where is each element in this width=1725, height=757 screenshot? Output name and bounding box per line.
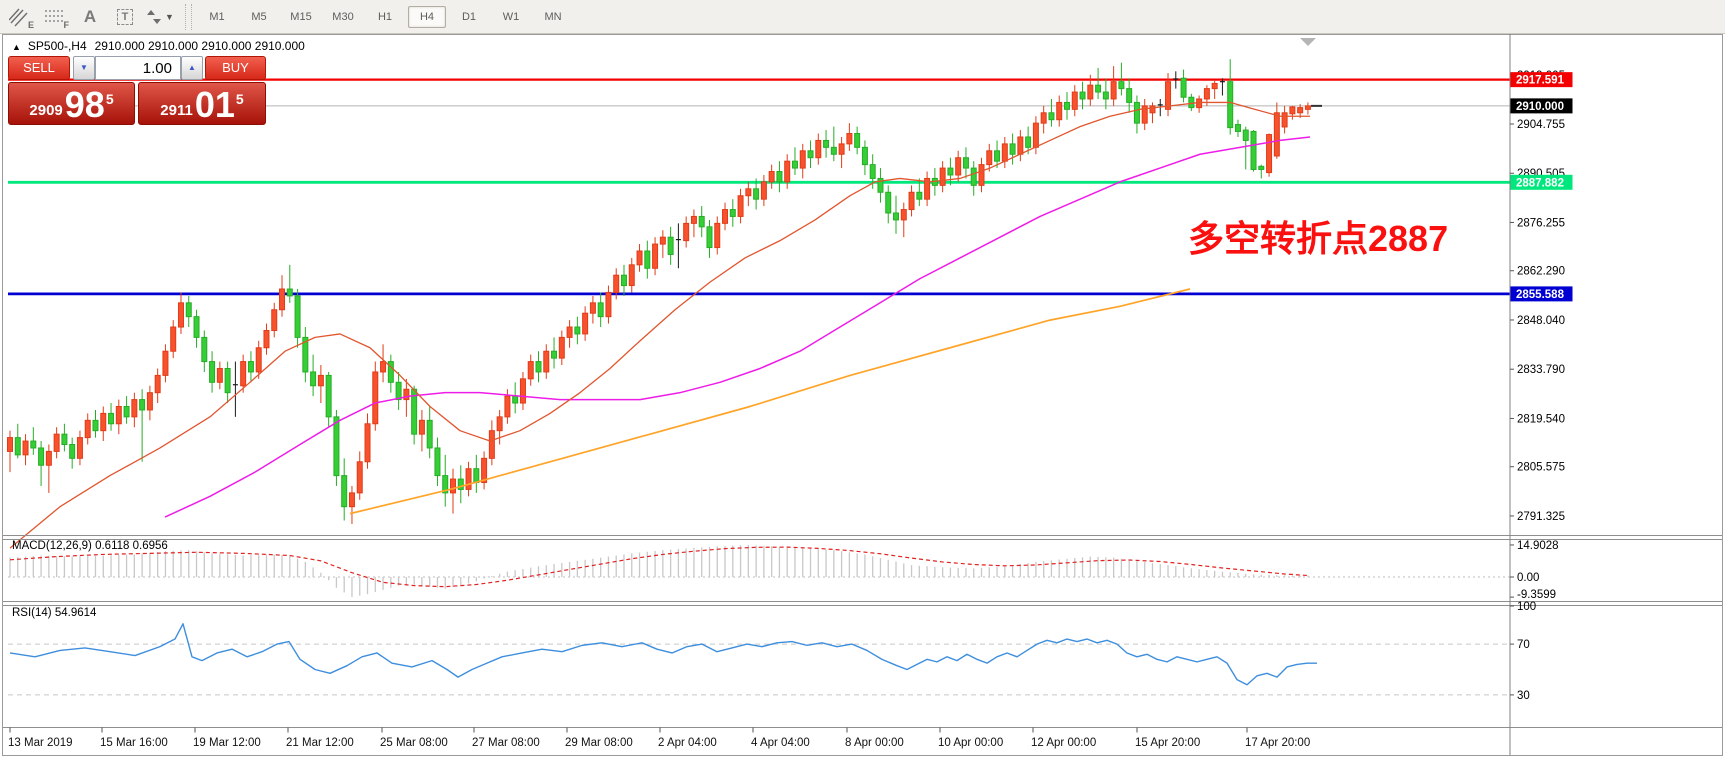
svg-text:100: 100 [1517,601,1536,613]
ask-price-prefix: 2911 [160,102,193,119]
macd-value-main: 0.6118 [95,540,130,552]
volume-input[interactable] [95,56,181,80]
svg-text:2819.540: 2819.540 [1517,413,1565,425]
annotation-text: 多空转折点2887 [1188,218,1449,259]
svg-text:2876.255: 2876.255 [1517,217,1565,229]
ask-price-big: 01 [194,84,235,125]
rsi-label: RSI(14) 54.9614 [12,607,97,619]
timeframe-toolbar: M1 M5 M15 M30 H1 H4 D1 W1 MN [198,5,576,28]
svg-text:2910.000: 2910.000 [1516,101,1564,113]
tool-letter: E [27,19,34,30]
one-click-trading-panel: SELL ▼ ▲ BUY 2909 98 5 2911 01 5 [8,56,266,125]
timeframe-M5[interactable]: M5 [251,10,267,23]
time-axis: 13 Mar 2019 15 Mar 16:00 19 Mar 12:00 21 Ma… [8,727,1310,749]
svg-text:12 Apr 00:00: 12 Apr 00:00 [1031,737,1096,749]
svg-text:25 Mar 08:00: 25 Mar 08:00 [380,737,448,749]
tool-letter: F [63,19,70,30]
volume-decrease-button[interactable]: ▼ [73,56,95,80]
macd-label: MACD(12,26,9) 0.6118 0.6956 [12,540,168,552]
timeframe-M15[interactable]: M15 [290,10,312,23]
svg-text:2833.790: 2833.790 [1517,364,1565,376]
timeframe-M1[interactable]: M1 [209,10,225,23]
svg-text:21 Mar 12:00: 21 Mar 12:00 [286,737,354,749]
moving-averages-layer [9,101,1311,549]
svg-text:19 Mar 12:00: 19 Mar 12:00 [193,737,261,749]
window-borders [2,34,1723,756]
volume-increase-button[interactable]: ▲ [181,56,203,80]
toolbar: E F A T ▼ M1 M5 M15 M30 H1 H4 D1 W1 MN [0,0,1725,34]
macd-value-signal: 0.6956 [132,540,168,552]
chart-shift-marker-icon [1300,38,1316,46]
timeframe-H4[interactable]: H4 [408,5,446,28]
svg-text:2862.290: 2862.290 [1517,266,1565,278]
ohlc-quotes: 2910.000 2910.000 2910.000 2910.000 [94,39,305,53]
svg-text:70: 70 [1517,639,1530,651]
symbol-period-label: SP500-,H4 [27,39,87,53]
svg-text:2791.325: 2791.325 [1517,511,1565,523]
text-label-tool-icon[interactable]: T [110,5,140,29]
svg-text:10 Apr 00:00: 10 Apr 00:00 [938,737,1003,749]
arrow-objects-icon[interactable]: ▼ [145,5,175,29]
svg-text:4 Apr 04:00: 4 Apr 04:00 [751,737,810,749]
svg-text:15 Mar 16:00: 15 Mar 16:00 [100,737,168,749]
svg-text:-9.3599: -9.3599 [1517,589,1556,601]
bid-price-pip: 5 [105,91,114,107]
candles-layer [7,59,1311,524]
svg-text:14.9028: 14.9028 [1517,540,1559,552]
macd-panel [8,544,1510,598]
svg-text:2 Apr 04:00: 2 Apr 04:00 [658,737,717,749]
price-axis: 2919.0052904.7552890.5052876.2552862.290… [1510,70,1573,523]
svg-text:8 Apr 00:00: 8 Apr 00:00 [845,737,904,749]
dropdown-caret-icon[interactable]: ▼ [165,11,174,22]
collapse-arrow-icon[interactable]: ▲ [12,42,21,52]
toolbar-separator [185,3,192,30]
bid-price-tile[interactable]: 2909 98 5 [8,82,135,125]
timeframe-W1[interactable]: W1 [502,10,520,23]
svg-text:2848.040: 2848.040 [1517,315,1565,327]
svg-text:2887.882: 2887.882 [1516,177,1564,189]
svg-text:2904.755: 2904.755 [1517,119,1565,131]
svg-text:2855.588: 2855.588 [1516,289,1565,301]
fibonacci-icon[interactable]: F [40,5,70,30]
bid-price-big: 98 [64,84,105,125]
timeframe-H1[interactable]: H1 [377,10,393,23]
timeframe-MN[interactable]: MN [544,10,562,23]
svg-text:27 Mar 08:00: 27 Mar 08:00 [472,737,540,749]
svg-text:13 Mar 2019: 13 Mar 2019 [8,737,73,749]
svg-text:17 Apr 20:00: 17 Apr 20:00 [1245,737,1310,749]
ask-price-pip: 5 [235,91,244,107]
sell-button[interactable]: SELL [8,56,70,80]
buy-button[interactable]: BUY [205,56,266,80]
timeframe-D1[interactable]: D1 [461,10,477,23]
svg-text:2805.575: 2805.575 [1517,462,1565,474]
rsi-value: 54.9614 [54,607,97,619]
equidistant-channel-icon[interactable]: E [5,5,35,30]
svg-text:0.00: 0.00 [1517,572,1539,584]
text-tool-icon[interactable]: A [83,6,97,26]
symbol-header: ▲ SP500-,H4 2910.000 2910.000 2910.000 291… [12,39,305,53]
ask-price-tile[interactable]: 2911 01 5 [138,82,266,125]
svg-text:15 Apr 20:00: 15 Apr 20:00 [1135,737,1200,749]
svg-text:30: 30 [1517,690,1530,702]
rsi-panel [8,623,1510,696]
timeframe-M30[interactable]: M30 [332,10,354,23]
bid-price-prefix: 2909 [29,102,63,119]
svg-text:2917.591: 2917.591 [1516,75,1565,87]
svg-text:29 Mar 08:00: 29 Mar 08:00 [565,737,633,749]
